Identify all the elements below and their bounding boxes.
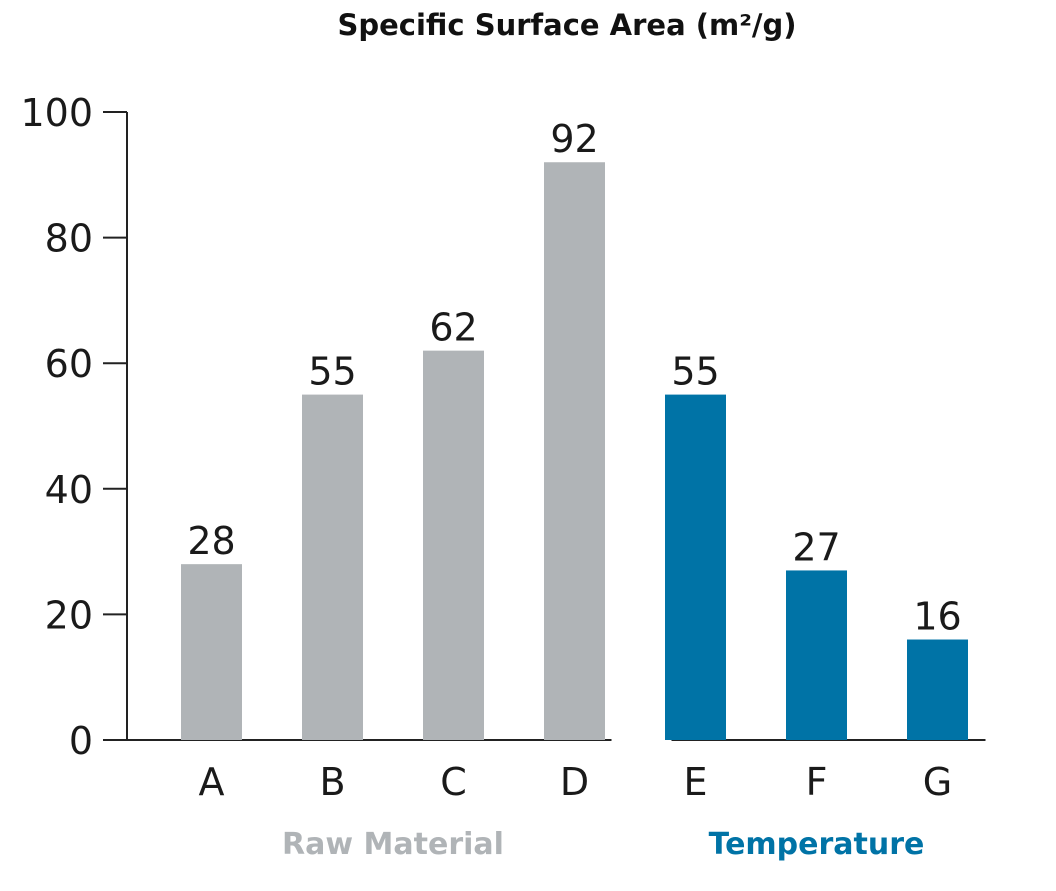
category-label: C [440, 760, 467, 804]
chart-title: Specific Surface Area (m²/g) [337, 8, 796, 42]
data-label: 55 [308, 350, 356, 394]
y-tick-label: 20 [45, 593, 93, 637]
bars [181, 162, 968, 741]
bar-d [544, 162, 605, 741]
y-tick-label: 100 [20, 91, 93, 135]
y-tick-label: 80 [45, 217, 93, 261]
data-label: 55 [671, 350, 719, 394]
data-label: 27 [792, 525, 840, 569]
data-label: 28 [187, 519, 235, 563]
y-tick-label: 0 [69, 719, 93, 763]
group-label: Temperature [709, 827, 925, 862]
category-label: E [683, 760, 707, 804]
category-label: D [560, 760, 589, 804]
bar-e [665, 394, 726, 740]
group-label: Raw Material [282, 827, 504, 862]
labels: Raw Material Temperature 28 A 55 B 62 C 92 D 55 E 27… [187, 117, 961, 862]
bar-c [423, 350, 484, 740]
y-tick-label: 40 [45, 468, 93, 512]
category-label: A [199, 760, 225, 804]
bar-a [181, 564, 242, 740]
category-label: B [319, 760, 345, 804]
data-label: 62 [429, 306, 477, 350]
bar-b [302, 394, 363, 740]
bar-f [786, 570, 847, 740]
category-label: G [923, 760, 952, 804]
y-tick-label: 60 [45, 342, 93, 386]
data-label: 92 [550, 117, 598, 161]
bar-g [907, 639, 968, 740]
data-label: 16 [913, 595, 961, 639]
category-label: F [806, 760, 828, 804]
